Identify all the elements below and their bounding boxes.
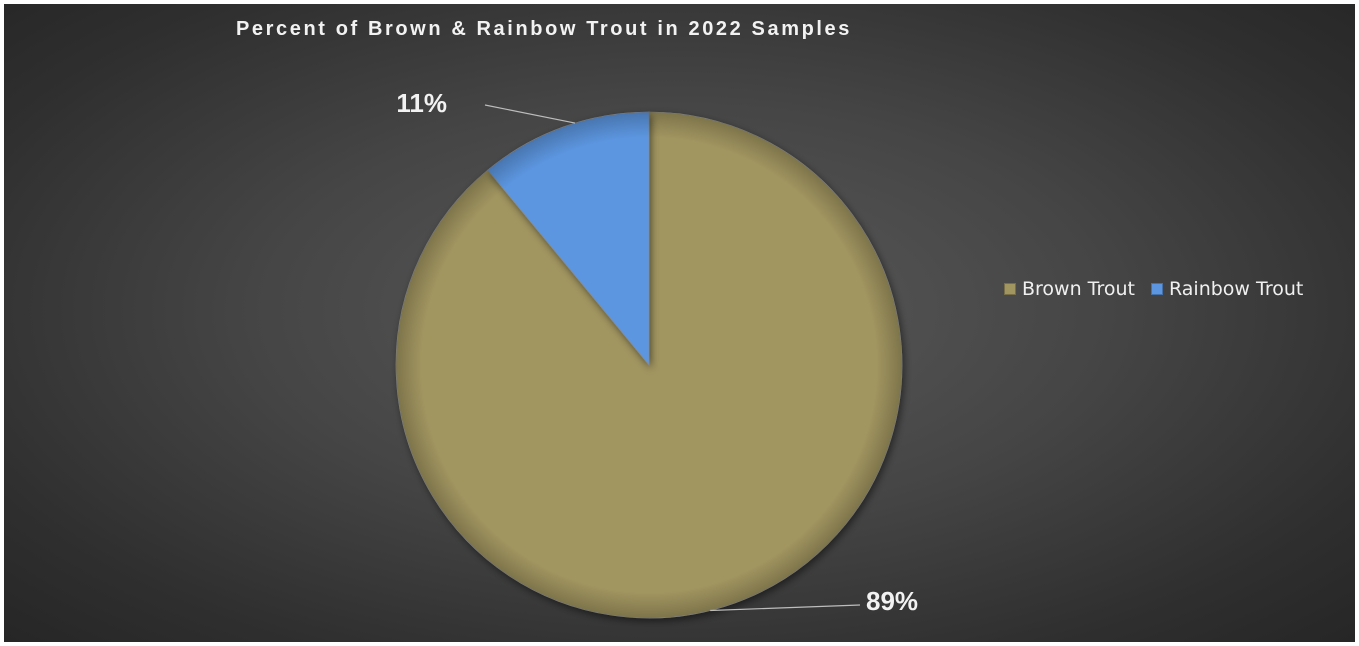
legend-item-rainbow-trout: Rainbow Trout [1151,278,1303,300]
pie-data-labels: 89% 11% [396,88,918,616]
chart-legend: Brown Trout Rainbow Trout [1004,278,1303,300]
data-label-rainbow-trout: 11% [396,88,447,118]
legend-swatch-rainbow-trout [1151,283,1163,295]
legend-label-rainbow-trout: Rainbow Trout [1169,278,1304,300]
data-label-brown-trout: 89% [866,586,918,616]
leader-line-rainbow-trout [484,104,576,124]
legend-item-brown-trout: Brown Trout [1004,278,1135,300]
chart-title: Percent of Brown & Rainbow Trout in 2022… [235,18,852,40]
chart-area: Percent of Brown & Rainbow Trout in 2022… [4,4,1355,642]
leader-line-brown-trout [710,604,861,612]
legend-label-brown-trout: Brown Trout [1022,278,1135,300]
pie-chart: 89% 11% [395,88,918,619]
pie-slices [395,111,903,619]
legend-swatch-brown-trout [1004,283,1016,295]
